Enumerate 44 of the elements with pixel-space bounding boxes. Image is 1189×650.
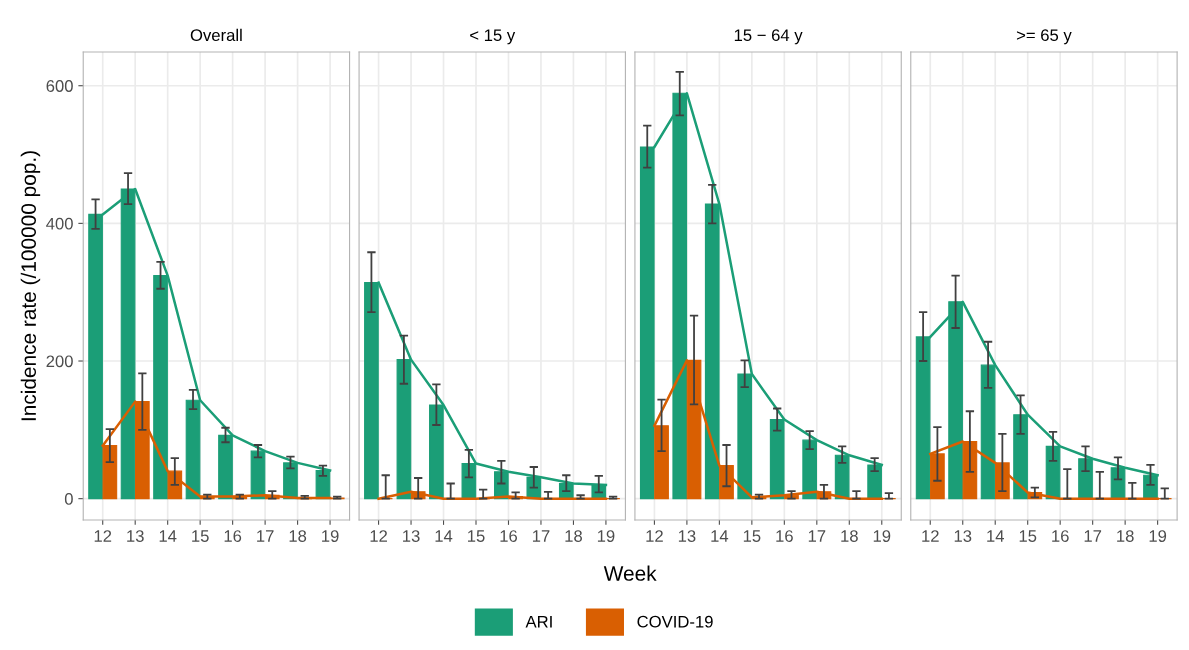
- x-tick-label: 17: [1084, 530, 1102, 542]
- x-tick-label: 18: [565, 530, 582, 542]
- x-tick-label: 14: [987, 530, 1004, 542]
- x-tick-label: 12: [646, 530, 663, 542]
- x-tick-label: 13: [127, 530, 144, 542]
- x-tick-label: 19: [597, 530, 615, 542]
- x-tick-label: 15: [192, 530, 209, 542]
- x-tick-label: 17: [532, 530, 550, 542]
- y-tick-label: 400: [46, 217, 73, 230]
- x-tick-label: 16: [776, 530, 793, 542]
- x-tick-label: 14: [435, 530, 453, 542]
- y-tick-label: 600: [46, 80, 73, 92]
- x-tick-label: 14: [159, 530, 177, 542]
- x-tick-label: 13: [954, 530, 972, 542]
- y-tick-label: 0: [64, 493, 73, 505]
- x-tick-label: 14: [711, 530, 729, 542]
- x-tick-label: 16: [1052, 530, 1069, 542]
- x-tick-label: 17: [257, 530, 274, 542]
- x-tick-label: 12: [922, 530, 939, 542]
- x-tick-label: 16: [224, 530, 242, 542]
- x-tick-label: 19: [322, 530, 339, 542]
- x-tick-label: 15: [1019, 530, 1037, 542]
- x-axis-title: Week: [603, 565, 657, 581]
- y-axis-title: Incidence rate (/100000 pop.): [20, 151, 41, 421]
- x-tick-label: 15: [468, 530, 485, 542]
- x-tick-label: 16: [500, 530, 518, 542]
- x-tick-label: 15: [743, 530, 761, 542]
- x-tick-label: 19: [1149, 530, 1167, 542]
- legend-label: ARI: [525, 615, 552, 628]
- x-tick-label: 19: [873, 530, 891, 542]
- x-tick-label: 18: [1117, 530, 1134, 542]
- x-tick-label: 18: [289, 530, 307, 542]
- x-tick-label: 17: [808, 530, 826, 542]
- x-tick-label: 12: [370, 530, 387, 542]
- chart-title: 15 − 64 y: [734, 29, 803, 45]
- chart-title: Overall: [190, 28, 242, 42]
- chart-title: >= 65 y: [1016, 29, 1072, 45]
- x-tick-label: 13: [403, 530, 420, 542]
- chart-title: < 15 y: [470, 29, 516, 45]
- y-tick-label: 200: [46, 355, 73, 368]
- legend-label: COVID-19: [637, 615, 713, 628]
- x-tick-label: 18: [841, 530, 858, 542]
- x-tick-label: 13: [678, 530, 696, 542]
- x-tick-label: 12: [94, 530, 112, 542]
